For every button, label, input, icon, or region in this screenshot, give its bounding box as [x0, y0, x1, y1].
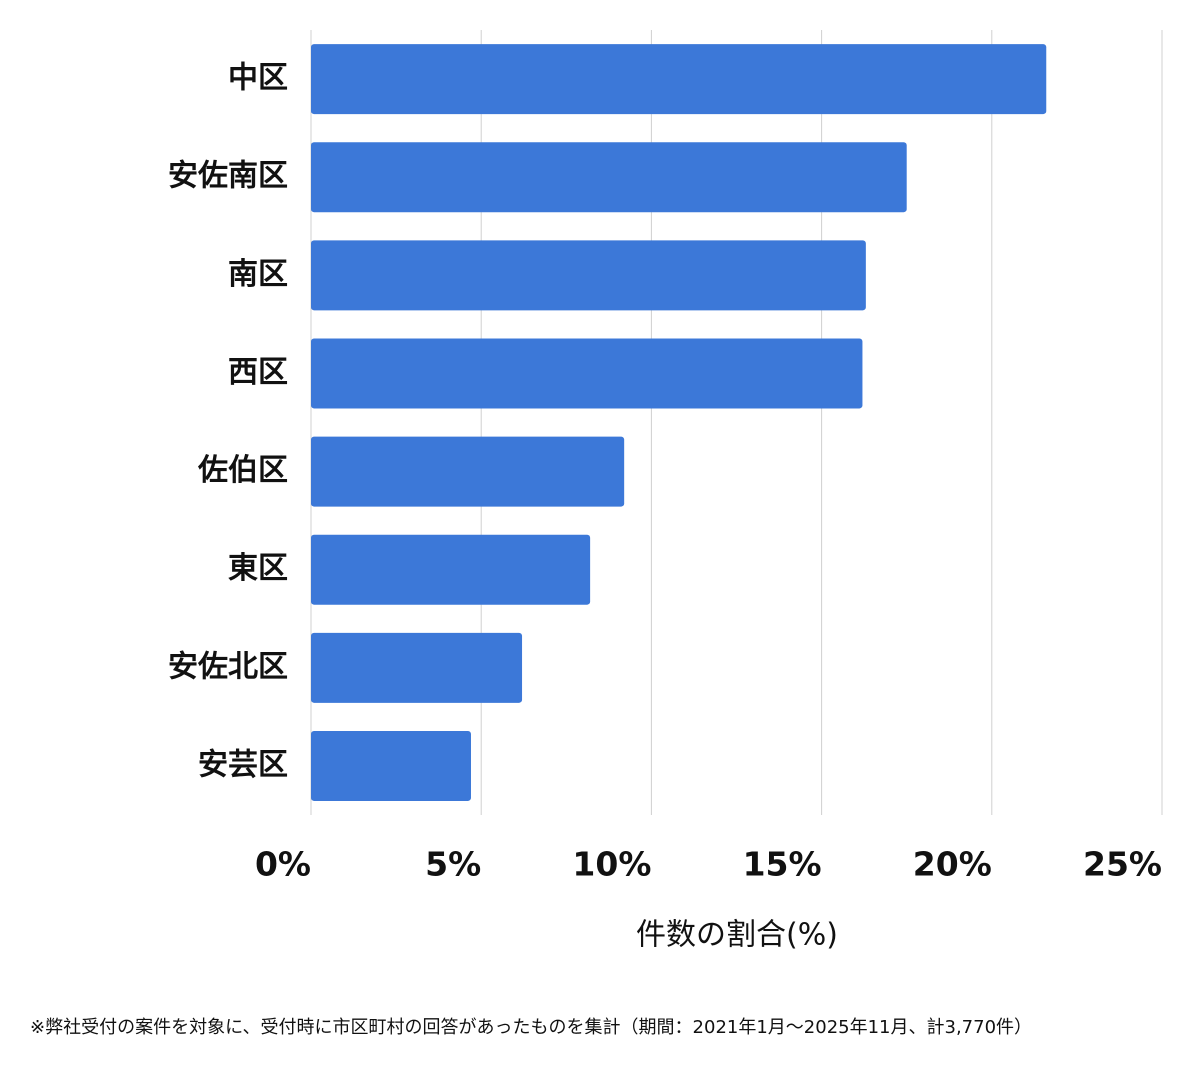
footnote: ※弊社受付の案件を対象に、受付時に市区町村の回答があったものを集計（期間：202… — [30, 1017, 1032, 1038]
x-tick-label: 20% — [913, 845, 992, 884]
y-tick-label: 安芸区 — [198, 747, 288, 782]
bar — [311, 240, 866, 311]
y-tick-label: 佐伯区 — [197, 453, 288, 488]
y-tick-label: 南区 — [228, 257, 288, 292]
y-tick-label: 西区 — [228, 355, 288, 390]
x-tick-label: 5% — [425, 845, 481, 884]
y-tick-label: 安佐北区 — [168, 649, 288, 684]
y-tick-label: 東区 — [228, 551, 288, 586]
bar — [311, 44, 1047, 115]
x-tick-label: 15% — [743, 845, 822, 884]
x-tick-label: 25% — [1083, 845, 1162, 884]
x-tick-label: 0% — [255, 845, 311, 884]
x-axis-title: 件数の割合(%) — [636, 918, 838, 953]
bar — [311, 632, 523, 703]
y-tick-label: 安佐南区 — [168, 159, 288, 194]
bar — [311, 142, 907, 213]
bar — [311, 534, 591, 605]
bar — [311, 338, 863, 409]
x-tick-label: 10% — [572, 845, 651, 884]
bar — [311, 730, 471, 801]
y-tick-label: 中区 — [228, 61, 288, 96]
bar — [311, 436, 625, 507]
